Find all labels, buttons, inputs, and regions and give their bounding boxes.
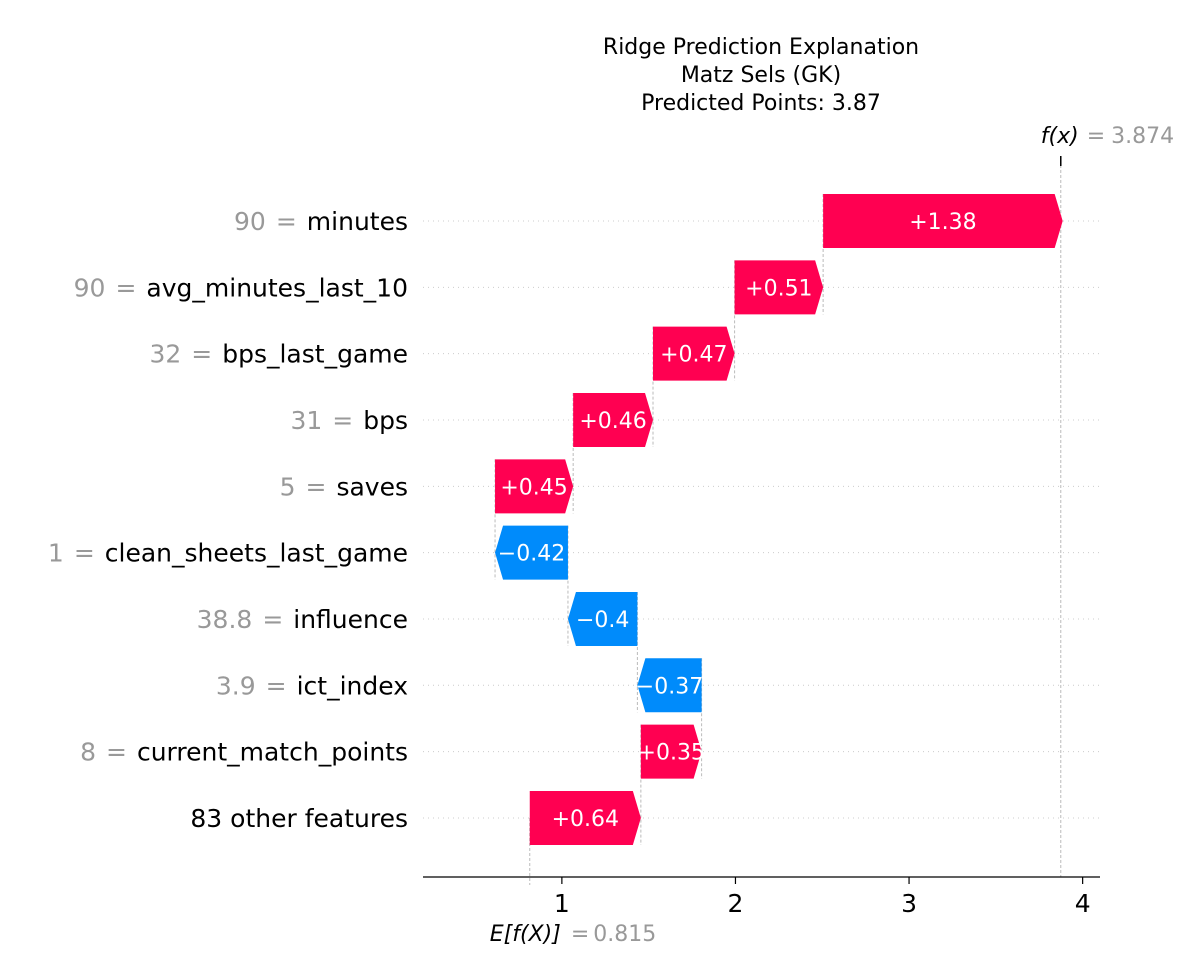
base-value: 0.815: [593, 922, 656, 947]
feature-equals: =: [115, 273, 136, 302]
feature-name: avg_minutes_last_10: [146, 273, 408, 302]
feature-value: 8: [80, 738, 96, 767]
feature-value: 38.8: [197, 605, 253, 634]
feature-name: ict_index: [297, 671, 408, 700]
contribution-label: +0.47: [660, 343, 727, 368]
feature-name: current_match_points: [137, 738, 408, 767]
contribution-bars: [495, 194, 1063, 845]
contribution-label: +0.45: [500, 475, 567, 500]
feature-label: 3.9 = ict_index: [216, 671, 408, 700]
x-tick-label: 1: [554, 889, 570, 918]
contribution-labels: +1.38 +0.51 +0.47 +0.46 +0.45 −0.42 −0.4 −0.37 +…: [498, 210, 977, 832]
feature-equals: =: [262, 605, 283, 634]
contribution-bar: [495, 459, 574, 514]
contribution-label: −0.4: [576, 608, 629, 633]
feature-value: 5: [280, 472, 296, 501]
contribution-bar: [734, 260, 824, 315]
feature-name: bps: [363, 406, 408, 435]
feature-name: bps_last_game: [222, 340, 408, 369]
feature-label: 5 = saves: [280, 472, 408, 501]
x-tick-label: 2: [728, 889, 744, 918]
x-tick-label: 4: [1075, 889, 1091, 918]
feature-name: clean_sheets_last_game: [105, 539, 408, 568]
feature-label: 90 = avg_minutes_last_10: [74, 273, 408, 302]
final-value-text: f(x) = 3.874: [1041, 124, 1174, 149]
final-label: f(x): [1041, 124, 1079, 149]
base-label: E[f(X)]: [490, 922, 561, 947]
base-value-annotation: E[f(X)] = 0.815: [490, 922, 656, 947]
contribution-label: +1.38: [909, 210, 976, 235]
contribution-bar: [653, 326, 735, 381]
base-value-text: E[f(X)] = 0.815: [490, 922, 656, 947]
contribution-label: +0.46: [579, 409, 646, 434]
chart-title-line-3: Predicted Points: 3.87: [641, 91, 881, 116]
feature-value: 90: [234, 207, 266, 236]
contribution-bar: [640, 724, 702, 779]
feature-value: 3.9: [216, 671, 256, 700]
contribution-bar: [823, 194, 1063, 248]
feature-equals: =: [106, 738, 127, 767]
final-equals: =: [1087, 124, 1105, 149]
contribution-label: −0.37: [636, 674, 703, 699]
feature-label: 32 = bps_last_game: [149, 340, 408, 369]
feature-equals: =: [306, 472, 327, 501]
feature-equals: =: [332, 406, 353, 435]
contribution-bar: [529, 790, 641, 845]
contribution-bar: [567, 591, 638, 646]
feature-value: 1: [48, 539, 64, 568]
contribution-bar: [573, 392, 654, 447]
feature-label: 90 = minutes: [234, 207, 408, 236]
final-value-annotation: f(x) = 3.874: [1041, 124, 1174, 166]
feature-name: minutes: [307, 207, 408, 236]
x-tick-label: 3: [901, 889, 917, 918]
contribution-label: +0.35: [638, 741, 705, 766]
feature-value: 90: [74, 273, 106, 302]
feature-label: 83 other features: [190, 804, 408, 833]
feature-equals: =: [276, 207, 297, 236]
feature-label: 31 = bps: [290, 406, 408, 435]
feature-value: 32: [149, 340, 181, 369]
contribution-label: +0.51: [745, 276, 812, 301]
feature-label: 1 = clean_sheets_last_game: [48, 539, 408, 568]
final-value: 3.874: [1111, 124, 1174, 149]
chart-title: Ridge Prediction Explanation Matz Sels (…: [603, 35, 919, 116]
chart-title-line-2: Matz Sels (GK): [681, 63, 841, 88]
feature-name: saves: [336, 472, 408, 501]
feature-name: influence: [293, 605, 408, 634]
contribution-label: +0.64: [552, 807, 619, 832]
feature-label: 8 = current_match_points: [80, 738, 408, 767]
feature-value: 31: [290, 406, 322, 435]
contribution-label: −0.42: [498, 542, 565, 567]
feature-label-text: 83 other features: [190, 804, 408, 833]
contribution-bar: [637, 658, 702, 713]
feature-equals: =: [74, 539, 95, 568]
x-axis: 1 2 3 4: [423, 876, 1100, 918]
base-equals: =: [571, 922, 589, 947]
chart-title-line-1: Ridge Prediction Explanation: [603, 35, 919, 60]
feature-labels: 90 = minutes 90 = avg_minutes_last_10 32 = bps_l…: [48, 207, 408, 833]
feature-equals: =: [266, 671, 287, 700]
feature-label: 38.8 = influence: [197, 605, 408, 634]
contribution-bar: [495, 525, 568, 580]
feature-equals: =: [191, 340, 212, 369]
